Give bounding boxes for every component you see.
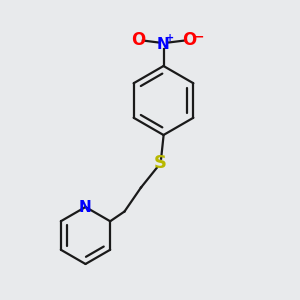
Text: N: N (79, 200, 92, 214)
Text: N: N (157, 37, 170, 52)
Text: O: O (131, 31, 145, 49)
Text: S: S (154, 154, 167, 172)
Text: +: + (166, 33, 174, 43)
Text: O: O (182, 31, 196, 49)
Text: −: − (194, 30, 204, 44)
